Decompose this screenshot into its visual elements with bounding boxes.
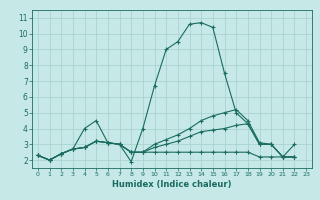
X-axis label: Humidex (Indice chaleur): Humidex (Indice chaleur)	[112, 180, 232, 189]
